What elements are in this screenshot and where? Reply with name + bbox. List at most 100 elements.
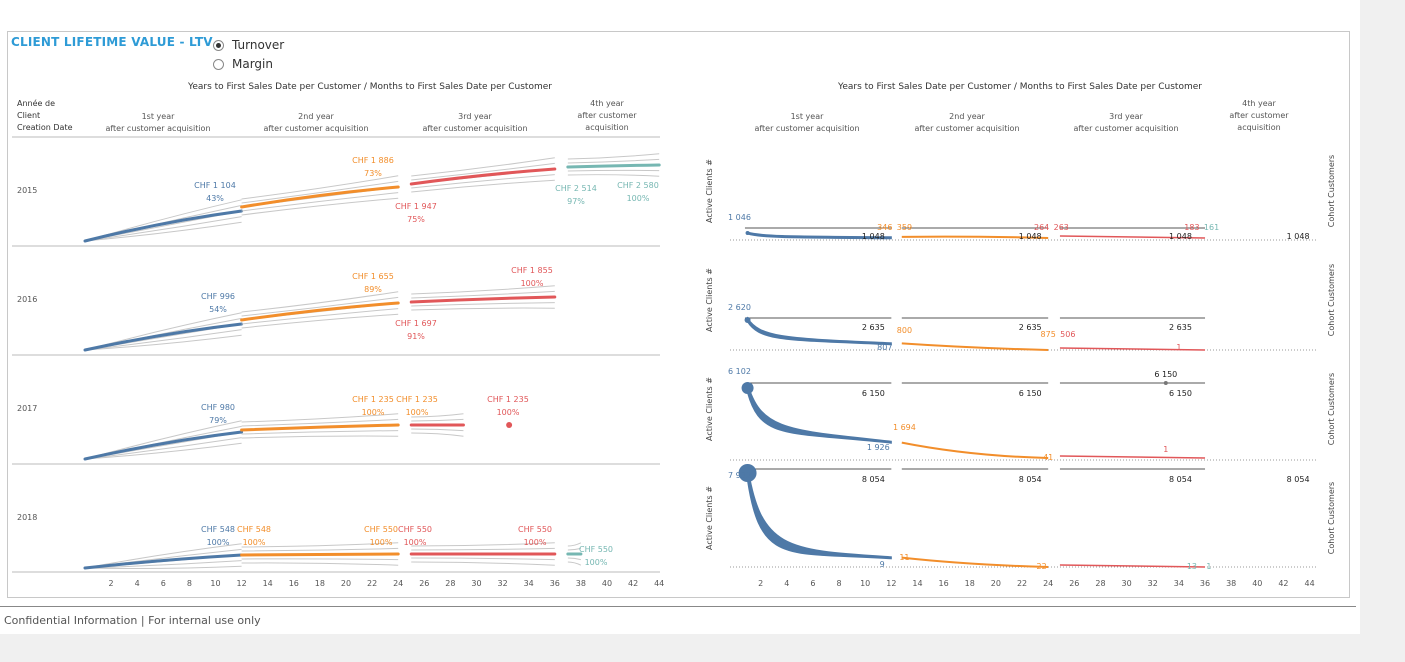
ltv-value-label-2015: CHF 2 580: [617, 181, 659, 190]
right-col-header-4-b: after customer: [1229, 111, 1289, 120]
right-x-tick: 22: [1017, 579, 1027, 588]
left-x-tick: 32: [498, 579, 508, 588]
context-line: [241, 547, 399, 552]
segment-label-2016: 800: [897, 326, 912, 335]
radio-unselected-icon: [213, 58, 224, 70]
segment-label-2018: 22: [1037, 562, 1047, 571]
context-line: [411, 290, 555, 299]
ltv-value-label-2015: CHF 2 514: [555, 184, 597, 193]
left-x-tick: 20: [341, 579, 351, 588]
context-line: [567, 561, 582, 566]
left-x-tick: 2: [109, 579, 114, 588]
context-line: [411, 432, 464, 437]
left-row-label-2018: 2018: [17, 513, 37, 522]
context-line: [241, 413, 399, 423]
active-clients-year3-2017: [1059, 455, 1206, 459]
cohort-label-2016: 2 635: [1169, 323, 1192, 332]
segment-label-2015: 346: [877, 223, 892, 232]
ltv-value-label-2017: CHF 1 235: [487, 395, 529, 404]
cohort-point-2017: [1163, 381, 1168, 385]
segment-label-2015: 161: [1204, 223, 1219, 232]
segment-label-2015: 183: [1184, 223, 1199, 232]
right-side-label: Cohort Customers: [1327, 373, 1336, 445]
radio-margin[interactable]: Margin: [213, 57, 273, 71]
ltv-value-label-2018: CHF 550: [579, 545, 613, 554]
segment-label-2017: 41: [1043, 453, 1053, 462]
left-x-tick: 34: [524, 579, 534, 588]
active-clients-year2-2018: [901, 556, 1049, 568]
ltv-series-2015-year3: [409, 167, 557, 186]
context-line: [241, 562, 399, 566]
ltv-value-label-2018: CHF 550: [398, 525, 432, 534]
footer-background: [0, 634, 1360, 662]
cohort-label-2015: 1 048: [862, 232, 885, 241]
active-clients-start-point: [745, 231, 750, 235]
segment-label-2015: 263: [1054, 223, 1069, 232]
context-line: [567, 547, 582, 551]
ltv-series-2017-year1: [83, 430, 244, 461]
cohort-label-2017: 6 150: [862, 389, 885, 398]
right-col-header-2-b: after customer acquisition: [914, 124, 1019, 133]
right-col-header-4-c: acquisition: [1237, 123, 1280, 132]
right-x-tick: 6: [810, 579, 815, 588]
radio-selected-icon: [213, 39, 224, 51]
context-line: [84, 216, 242, 242]
left-col-header-2-b: after customer acquisition: [263, 124, 368, 133]
radio-turnover[interactable]: Turnover: [213, 38, 284, 52]
ltv-pct-label-2018: 100%: [243, 538, 266, 547]
context-line: [84, 442, 242, 460]
ltv-value-label-2018: CHF 550: [364, 525, 398, 534]
right-x-tick: 24: [1043, 579, 1053, 588]
active-clients-year2-2016: [901, 342, 1049, 351]
ltv-value-label-2015: CHF 1 947: [395, 202, 437, 211]
radio-margin-label: Margin: [232, 57, 273, 71]
ltv-value-label-2018: CHF 550: [518, 525, 552, 534]
left-x-tick: 22: [367, 579, 377, 588]
active-clients-year1-2018: [747, 464, 892, 560]
right-x-tick: 34: [1174, 579, 1184, 588]
cohort-label-2018: 8 054: [862, 475, 885, 484]
dashboard-frame: [7, 31, 1350, 598]
right-chart-title: Years to First Sales Date per Customer /…: [837, 82, 1202, 92]
left-x-tick: 44: [654, 579, 664, 588]
context-line: [411, 557, 555, 561]
left-col-header-1-a: 1st year: [142, 112, 175, 121]
left-col-header-3-a: 3rd year: [458, 112, 492, 121]
context-line: [411, 285, 555, 295]
context-line: [241, 418, 399, 427]
left-x-tick: 38: [576, 579, 586, 588]
ltv-pct-label-2017: 100%: [362, 408, 385, 417]
context-line: [241, 296, 399, 317]
left-row-label-2017: 2017: [17, 404, 37, 413]
right-y-axis-label: Active Clients #: [705, 377, 714, 441]
left-x-tick: 16: [289, 579, 299, 588]
left-x-tick: 10: [210, 579, 220, 588]
row-header-line3: Creation Date: [17, 123, 73, 132]
cohort-label-2018: 8 054: [1169, 475, 1192, 484]
ltv-pct-label-2015: 100%: [627, 194, 650, 203]
right-x-tick: 18: [965, 579, 975, 588]
cohort-label-2018: 8 054: [1287, 475, 1310, 484]
segment-label-2018: 11: [899, 553, 909, 562]
left-col-header-2-a: 2nd year: [298, 112, 334, 121]
segment-label-2016: 1: [1176, 343, 1181, 352]
ltv-value-label-2015: CHF 1 886: [352, 156, 394, 165]
ltv-pct-label-2016: 89%: [364, 285, 382, 294]
ltv-value-label-2018: CHF 548: [201, 525, 235, 534]
ltv-series-2015-year2: [240, 185, 400, 209]
right-col-header-3-a: 3rd year: [1109, 112, 1143, 121]
ltv-pct-label-2015: 43%: [206, 194, 224, 203]
right-margin: [1360, 0, 1405, 662]
right-side-label: Cohort Customers: [1327, 482, 1336, 554]
right-x-tick: 14: [912, 579, 922, 588]
active-clients-start-label-2015: 1 046: [728, 213, 751, 222]
ltv-pct-label-2018: 100%: [370, 538, 393, 547]
left-x-tick: 14: [263, 579, 273, 588]
context-line: [84, 329, 242, 351]
right-x-tick: 42: [1278, 579, 1288, 588]
left-x-tick: 40: [602, 579, 612, 588]
right-x-tick: 30: [1122, 579, 1132, 588]
right-x-tick: 12: [886, 579, 896, 588]
context-line: [241, 558, 399, 561]
ltv-series-2015-year1: [83, 209, 244, 243]
